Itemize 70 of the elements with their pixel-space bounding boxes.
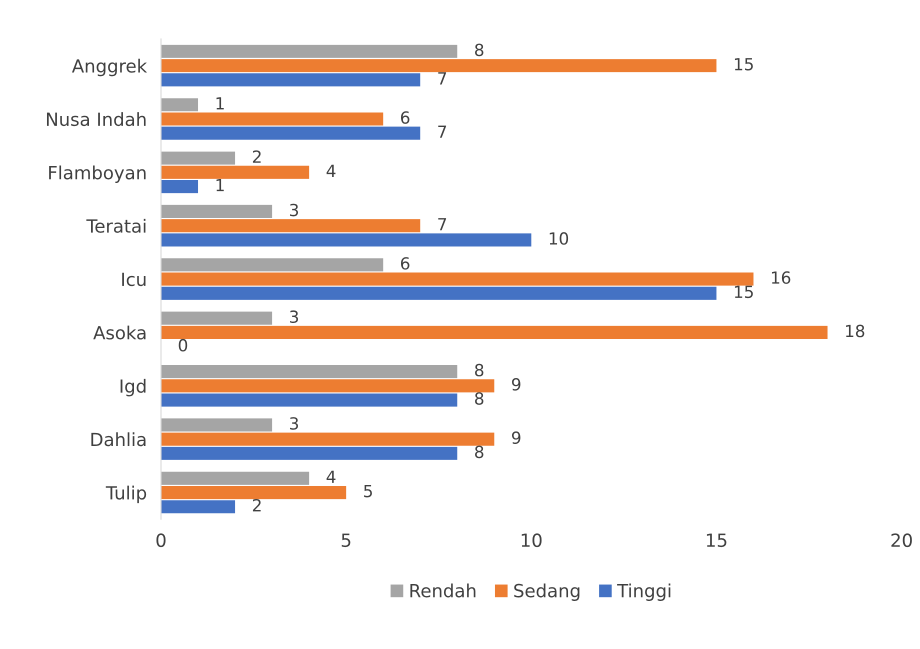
data-label: 3 bbox=[290, 310, 298, 324]
y-tick-label: Teratai bbox=[86, 218, 146, 233]
bar bbox=[161, 326, 828, 339]
data-label: 8 bbox=[475, 446, 484, 458]
data-label: 6 bbox=[401, 257, 410, 270]
data-label: 0 bbox=[178, 338, 188, 352]
data-label: 6 bbox=[401, 111, 410, 124]
x-tick-label: 0 bbox=[156, 533, 166, 548]
data-label: 9 bbox=[512, 378, 520, 391]
data-label: 8 bbox=[475, 44, 484, 56]
legend-label: Sedang bbox=[514, 583, 580, 601]
data-label: 1 bbox=[216, 179, 224, 192]
bar bbox=[161, 98, 198, 112]
x-tick-label: 10 bbox=[522, 533, 542, 548]
bar bbox=[161, 446, 458, 460]
bar bbox=[161, 312, 272, 325]
bar bbox=[161, 418, 272, 432]
data-label: 15 bbox=[734, 286, 753, 298]
data-label: 3 bbox=[290, 417, 298, 430]
bar bbox=[161, 73, 420, 86]
bar bbox=[161, 258, 384, 272]
bar bbox=[161, 393, 458, 407]
bar bbox=[161, 233, 532, 246]
bar bbox=[161, 486, 346, 500]
data-label: 7 bbox=[438, 218, 446, 230]
bar bbox=[161, 286, 716, 300]
bar bbox=[161, 44, 458, 58]
data-label: 2 bbox=[252, 150, 261, 163]
data-label: 4 bbox=[326, 164, 336, 177]
data-label: 16 bbox=[772, 271, 790, 284]
bar bbox=[161, 152, 236, 165]
bar bbox=[161, 126, 420, 140]
bar bbox=[161, 500, 236, 514]
bar bbox=[161, 365, 458, 378]
y-tick-label: Nusa Indah bbox=[46, 112, 146, 126]
x-tick-label: 5 bbox=[342, 534, 350, 548]
bar bbox=[161, 112, 384, 126]
data-label: 3 bbox=[290, 204, 298, 216]
bar bbox=[161, 432, 494, 446]
data-label: 10 bbox=[550, 232, 568, 245]
data-label: 2 bbox=[252, 498, 261, 512]
bar bbox=[161, 472, 310, 485]
data-label: 7 bbox=[438, 126, 446, 138]
data-label: 1 bbox=[216, 97, 224, 110]
data-label: 8 bbox=[475, 364, 484, 376]
bar bbox=[161, 204, 272, 218]
legend-label: Tinggi bbox=[617, 583, 670, 601]
bar bbox=[161, 180, 198, 194]
y-tick-label: Tulip bbox=[106, 486, 146, 504]
data-label: 4 bbox=[326, 470, 336, 483]
y-tick-label: Icu bbox=[122, 272, 146, 286]
data-label: 5 bbox=[364, 484, 372, 498]
legend-label: Rendah bbox=[410, 583, 476, 598]
bar bbox=[161, 59, 716, 72]
bar bbox=[161, 166, 310, 179]
y-tick-label: Flamboyan bbox=[49, 165, 146, 183]
data-label: 7 bbox=[438, 72, 446, 84]
y-tick-label: Dahlia bbox=[91, 432, 146, 446]
data-label: 15 bbox=[734, 58, 753, 70]
data-label: 18 bbox=[846, 324, 864, 338]
x-tick-label: 15 bbox=[706, 534, 726, 548]
bar bbox=[161, 219, 420, 232]
x-tick-label: 20 bbox=[891, 533, 912, 548]
data-label: 9 bbox=[512, 431, 520, 444]
y-tick-label: Igd bbox=[120, 378, 146, 396]
y-tick-label: Asoka bbox=[93, 326, 146, 340]
data-label: 8 bbox=[475, 392, 484, 405]
bar bbox=[161, 272, 754, 286]
y-tick-label: Anggrek bbox=[72, 58, 148, 76]
bar bbox=[161, 379, 494, 392]
